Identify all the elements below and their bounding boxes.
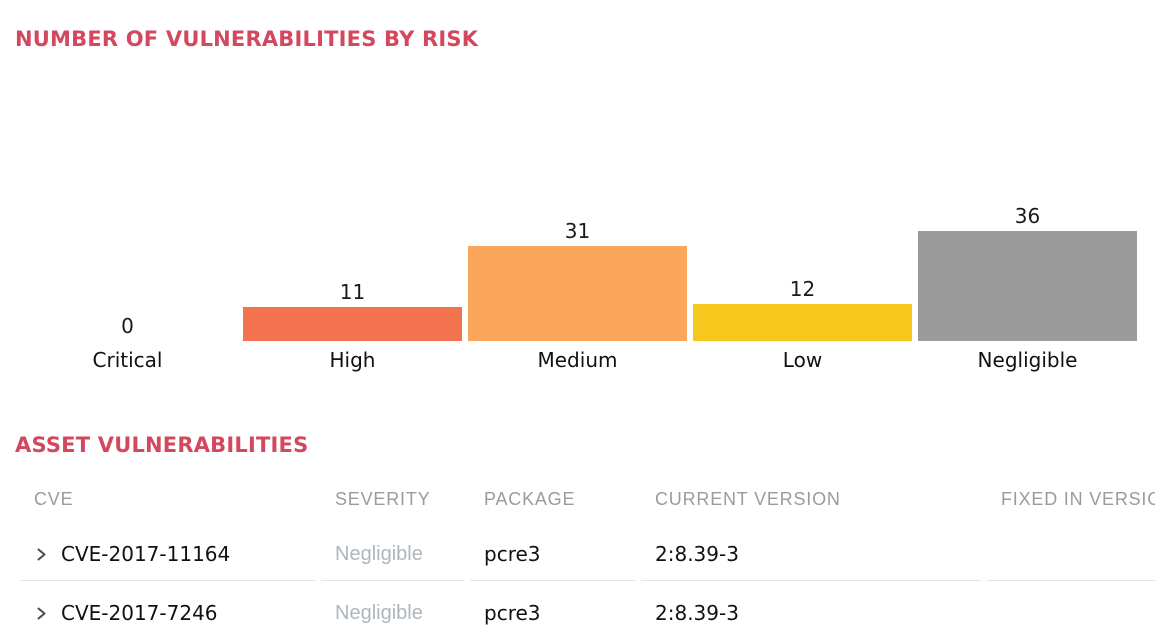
chevron-right-icon[interactable] <box>34 548 48 562</box>
chart-bar-area: 12 <box>690 193 915 341</box>
bar-category-label: Negligible <box>977 348 1078 372</box>
table-cell-severity: Negligible <box>321 522 464 581</box>
table-cell-package: pcre3 <box>470 522 635 581</box>
chart-bar-area: 36 <box>915 193 1140 341</box>
chart-bar-medium <box>468 246 687 341</box>
bar-value-label: 36 <box>1014 204 1041 228</box>
column-header-fixed-in-version: FIXED IN VERSION <box>1001 489 1155 509</box>
bar-category-label: High <box>329 348 376 372</box>
table-cell-current-version: 2:8.39-3 <box>641 581 981 633</box>
column-header-package: PACKAGE <box>484 489 576 509</box>
column-header-current-version: CURRENT VERSION <box>655 489 841 509</box>
bar-category-label: Critical <box>92 348 163 372</box>
chart-columns: 0 Critical 11 High 31 Medium 12 Low 36 N… <box>15 193 1155 373</box>
chart-bar-group: 12 Low <box>690 193 915 373</box>
chart-bar-area: 11 <box>240 193 465 341</box>
table-cell-cve: CVE-2017-11164 <box>20 522 315 581</box>
bar-value-label: 11 <box>339 280 366 304</box>
chart-bar-negligible <box>918 231 1137 341</box>
column-header-cve: CVE <box>34 489 74 509</box>
table-cell-cve: CVE-2017-7246 <box>20 581 315 633</box>
chart-bar-high <box>243 307 462 341</box>
cve-id: CVE-2017-11164 <box>61 542 231 566</box>
table-cell-severity: Negligible <box>321 581 464 633</box>
chevron-right-icon[interactable] <box>34 607 48 621</box>
table-cell-package: pcre3 <box>470 581 635 633</box>
asset-vulnerabilities-table: CVE SEVERITY PACKAGE CURRENT VERSION FIXED I… <box>20 489 1155 633</box>
chart-bar-group: 31 Medium <box>465 193 690 373</box>
cve-id: CVE-2017-7246 <box>61 601 218 625</box>
table-cell-fixed-in-version <box>987 581 1155 633</box>
chart-bar-group: 36 Negligible <box>915 193 1140 373</box>
vulnerabilities-by-risk-chart: 0 Critical 11 High 31 Medium 12 Low 36 N… <box>15 193 1155 373</box>
table-cell-fixed-in-version <box>987 522 1155 581</box>
bar-category-label: Medium <box>537 348 618 372</box>
chart-bar-group: 11 High <box>240 193 465 373</box>
bar-value-label: 12 <box>789 277 816 301</box>
bar-value-label: 0 <box>121 314 134 338</box>
chart-section-title: NUMBER OF VULNERABILITIES BY RISK <box>15 27 479 51</box>
bar-value-label: 31 <box>564 219 591 243</box>
table-section-title: ASSET VULNERABILITIES <box>15 433 309 457</box>
chart-bar-low <box>693 304 912 341</box>
chart-bar-area: 31 <box>465 193 690 341</box>
table-cell-current-version: 2:8.39-3 <box>641 522 981 581</box>
chart-bar-group: 0 Critical <box>15 193 240 373</box>
chart-bar-area: 0 <box>15 193 240 341</box>
bar-category-label: Low <box>782 348 823 372</box>
column-header-severity: SEVERITY <box>335 489 431 509</box>
